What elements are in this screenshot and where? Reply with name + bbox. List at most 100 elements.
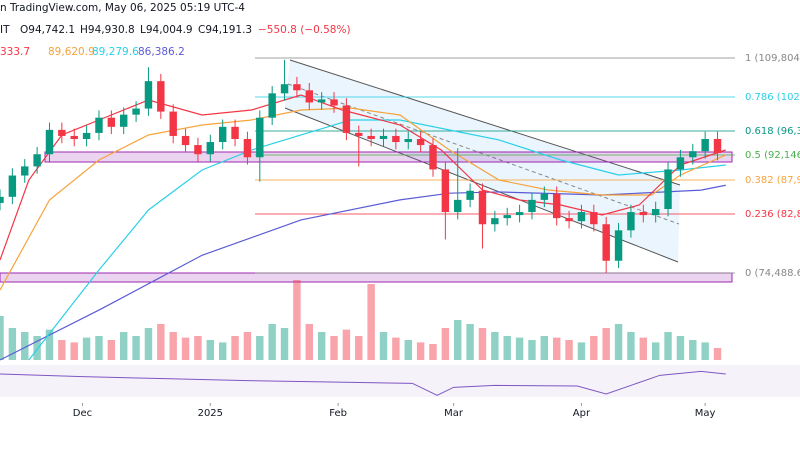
volume-bar bbox=[280, 328, 289, 360]
open: O94,742.1 bbox=[20, 24, 75, 36]
volume-bar bbox=[454, 320, 462, 360]
candle-body bbox=[293, 84, 301, 91]
candle-body bbox=[0, 196, 4, 203]
fib-label: 1 (109,804.1) bbox=[745, 53, 800, 64]
candle-body bbox=[206, 142, 215, 155]
volume-bar bbox=[231, 336, 239, 360]
candle-body bbox=[478, 190, 487, 225]
volume-bar bbox=[466, 324, 474, 360]
rsi-pane bbox=[0, 365, 800, 397]
candle-body bbox=[58, 129, 66, 136]
volume-bar bbox=[132, 336, 140, 360]
zone bbox=[44, 151, 733, 163]
x-tick-label: Mar bbox=[444, 408, 464, 419]
volume-bar bbox=[404, 340, 412, 360]
candle-body bbox=[491, 218, 499, 225]
fib-label: 0.618 (96,313. bbox=[745, 126, 800, 137]
volume-bar bbox=[144, 328, 153, 360]
volume-bar bbox=[120, 332, 128, 360]
candle-body bbox=[713, 138, 722, 153]
candle-body bbox=[689, 151, 697, 158]
volume-bar bbox=[317, 332, 326, 360]
rsi-line bbox=[0, 370, 726, 396]
candle-body bbox=[701, 138, 709, 152]
candle-body bbox=[565, 218, 573, 222]
volume-bar bbox=[392, 337, 400, 360]
close: C94,191.3 bbox=[198, 24, 252, 36]
candle-body bbox=[590, 212, 598, 225]
candle-body bbox=[651, 209, 660, 216]
candle-body bbox=[627, 212, 635, 231]
candle-body bbox=[107, 117, 116, 127]
volume-bar bbox=[602, 328, 610, 360]
volume-bar bbox=[33, 336, 41, 360]
candle-body bbox=[268, 93, 276, 118]
candle-body bbox=[355, 132, 363, 136]
volume-bar bbox=[293, 280, 301, 360]
candle-body bbox=[33, 154, 41, 167]
candle-body bbox=[218, 126, 227, 143]
candle-body bbox=[157, 81, 165, 112]
fib-label: 0 (74,488.6) bbox=[745, 268, 800, 279]
candle-body bbox=[95, 117, 103, 133]
candle-body bbox=[194, 145, 202, 155]
x-tick-label: 2025 bbox=[198, 408, 223, 419]
fib-label: 0.786 (102,246 bbox=[745, 92, 800, 103]
fib-label: 0.382 (87,979. bbox=[745, 175, 800, 186]
volume-bar bbox=[565, 340, 573, 360]
volume-bar bbox=[169, 332, 177, 360]
candle-body bbox=[21, 166, 29, 176]
volume-bar bbox=[70, 342, 78, 360]
candle-body bbox=[144, 81, 153, 109]
candle-body bbox=[429, 145, 437, 170]
volume-bar bbox=[21, 332, 29, 360]
candle-body bbox=[231, 126, 239, 139]
x-tick-label: May bbox=[695, 408, 716, 419]
fib-levels: 1 (109,804.1) 0.786 (102,246 0.618 (96,313… bbox=[255, 53, 800, 279]
volume-bar bbox=[107, 340, 116, 360]
change: −550.8 (−0.58%) bbox=[258, 24, 351, 36]
volume-bar bbox=[157, 324, 165, 360]
candle-body bbox=[82, 132, 91, 139]
candle-body bbox=[70, 135, 78, 139]
volume-bar bbox=[503, 336, 511, 360]
candle-body bbox=[639, 212, 648, 216]
volume-bar bbox=[429, 344, 437, 360]
volume-bar bbox=[355, 336, 363, 360]
volume-bar bbox=[713, 348, 722, 360]
candle-body bbox=[392, 135, 400, 143]
volume-bar bbox=[651, 342, 660, 360]
volume-bar bbox=[577, 342, 586, 360]
channel-line bbox=[284, 107, 679, 263]
volume-bar bbox=[45, 329, 54, 360]
candle-body bbox=[577, 212, 586, 222]
candle-body bbox=[614, 230, 623, 261]
low: L94,004.9 bbox=[140, 24, 193, 36]
candle-body bbox=[379, 135, 388, 139]
channel-mid bbox=[287, 83, 680, 225]
candle-body bbox=[367, 135, 375, 139]
candle-body bbox=[342, 105, 351, 133]
high: H94,930.8 bbox=[80, 24, 135, 36]
fib-label: 0.236 (82,823. bbox=[745, 209, 800, 220]
plot bbox=[0, 59, 727, 396]
source: n TradingView.com, May 06, 2025 05:19 UT… bbox=[0, 2, 245, 14]
fib-label: 0.5 (92,146.3) bbox=[745, 150, 800, 161]
candle-body bbox=[181, 135, 190, 146]
x-tick-label: Feb bbox=[329, 408, 347, 419]
candle-body bbox=[305, 90, 313, 103]
volume-bar bbox=[614, 324, 623, 360]
volume-bar bbox=[194, 336, 202, 360]
volume-bar bbox=[82, 337, 91, 360]
channel-line bbox=[289, 59, 681, 186]
volume-bar bbox=[330, 336, 338, 360]
volume-bar bbox=[416, 342, 425, 360]
candle-body bbox=[330, 99, 338, 106]
volume-bar bbox=[379, 332, 388, 360]
volume-bar bbox=[627, 332, 635, 360]
volume-bar bbox=[58, 340, 66, 360]
volume-bar bbox=[441, 328, 450, 360]
volume-bar bbox=[664, 332, 672, 360]
candle-body bbox=[256, 117, 264, 158]
